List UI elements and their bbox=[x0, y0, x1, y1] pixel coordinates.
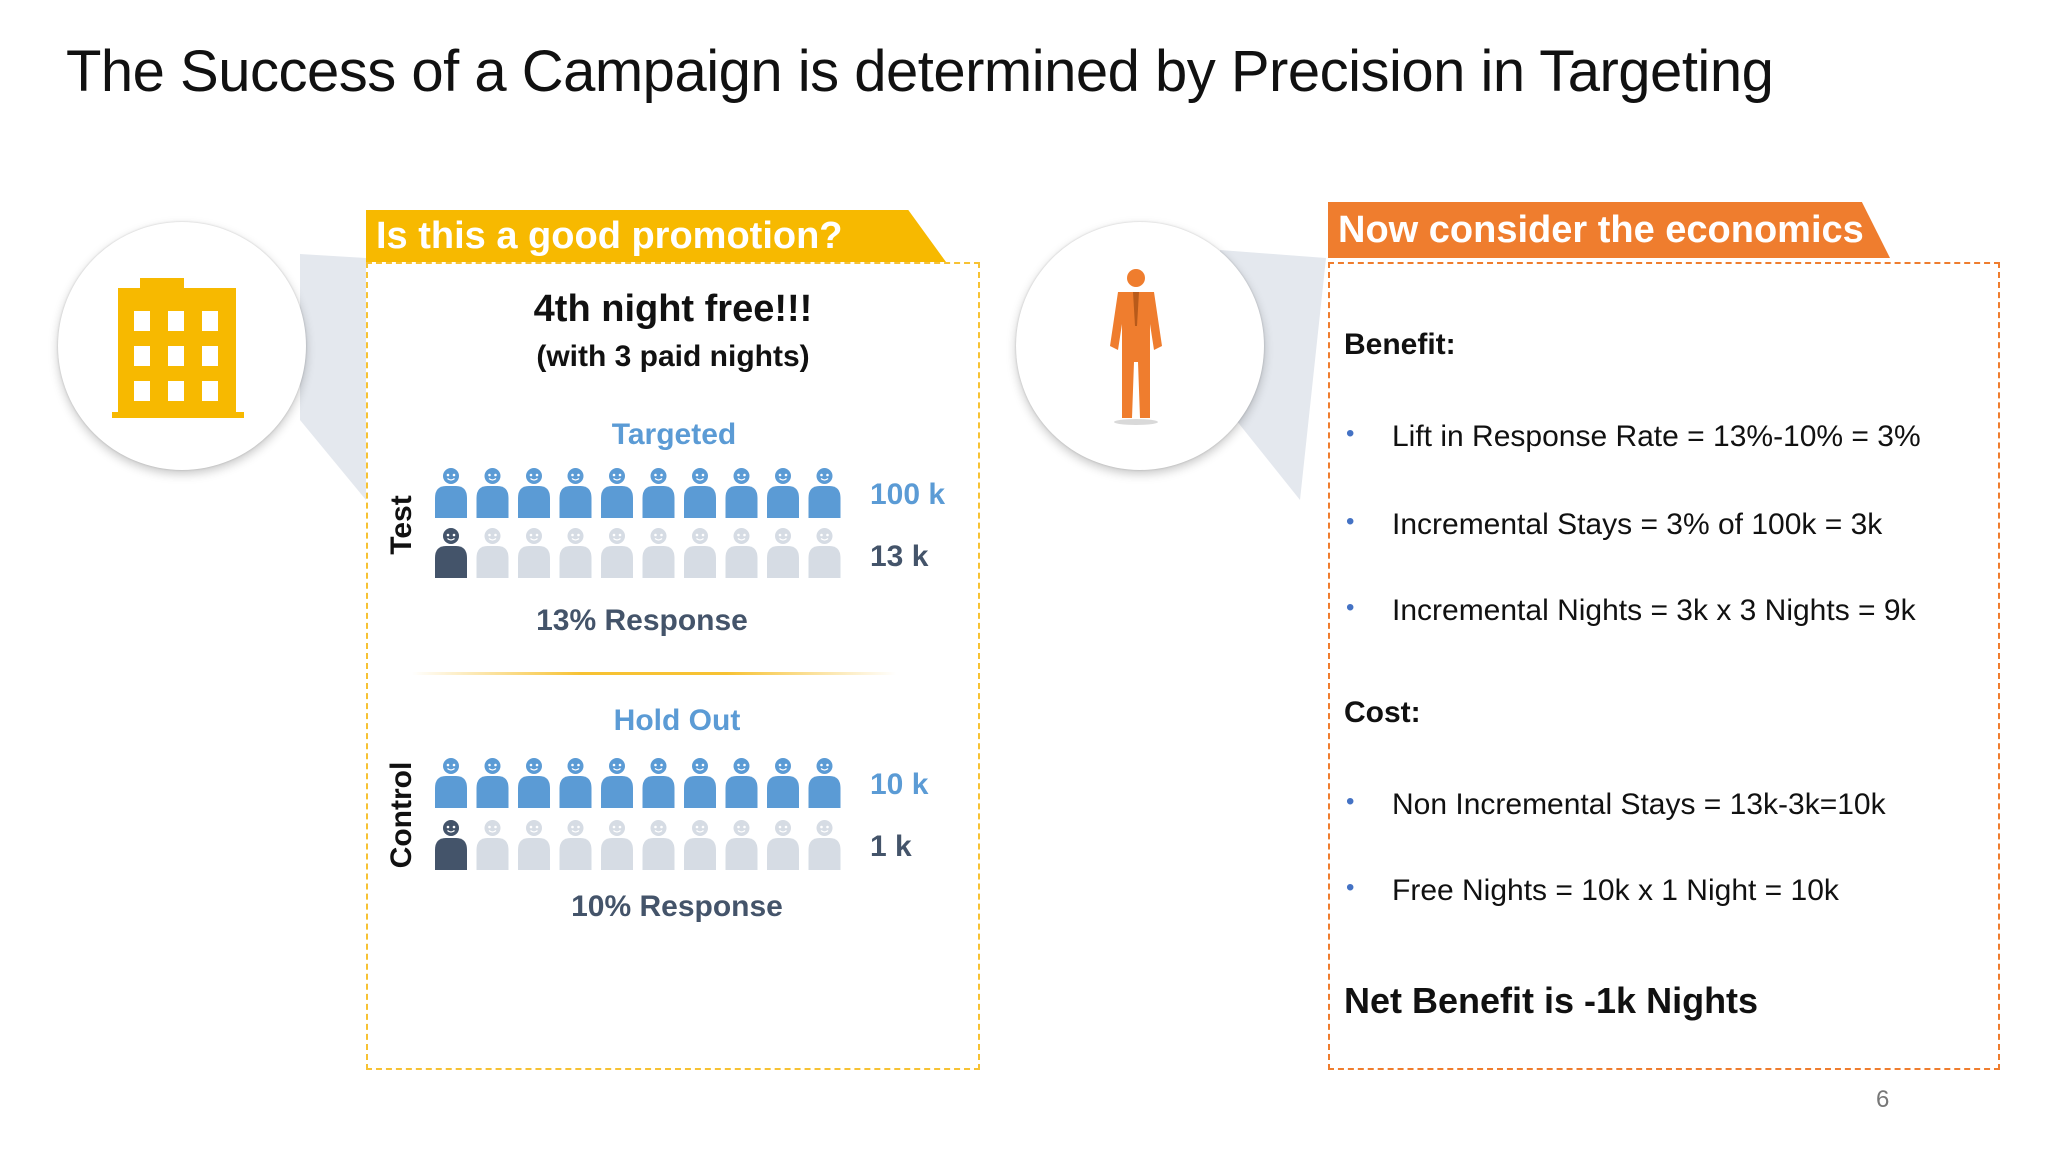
person-icon bbox=[684, 468, 716, 518]
promotion-banner: Is this a good promotion? bbox=[366, 210, 946, 262]
control-response-text: 10% Response bbox=[571, 890, 783, 923]
offer-main-text: 4th night free!!! bbox=[533, 288, 813, 330]
person-icon bbox=[559, 758, 592, 808]
person-icon bbox=[767, 468, 799, 518]
person-icon bbox=[642, 528, 675, 578]
section-divider bbox=[412, 672, 896, 675]
economics-banner: Now consider the economics bbox=[1328, 202, 1890, 258]
bullet-icon: • bbox=[1346, 594, 1355, 621]
person-icon bbox=[601, 758, 633, 808]
person-icon bbox=[601, 820, 633, 870]
control-responder-people bbox=[435, 820, 841, 870]
person-icon bbox=[808, 528, 841, 578]
person-icon bbox=[725, 468, 758, 518]
person-icon bbox=[518, 820, 550, 870]
economics-box bbox=[1328, 262, 2000, 1070]
control-responders-count: 1 k bbox=[870, 830, 912, 863]
person-icon bbox=[725, 758, 758, 808]
person-icon bbox=[476, 528, 509, 578]
person-icon bbox=[435, 758, 467, 808]
cost-heading: Cost: bbox=[1344, 696, 1421, 729]
person-icon bbox=[642, 468, 675, 518]
person-icon bbox=[767, 528, 799, 578]
cost-item: Free Nights = 10k x 1 Night = 10k bbox=[1392, 874, 1839, 907]
cost-item: Non Incremental Stays = 13k-3k=10k bbox=[1392, 788, 1886, 821]
test-targeted-count: 100 k bbox=[870, 478, 946, 511]
bullet-icon: • bbox=[1346, 788, 1355, 815]
person-icon bbox=[518, 468, 550, 518]
benefit-item: Incremental Nights = 3k x 3 Nights = 9k bbox=[1392, 594, 1916, 627]
control-holdout-people bbox=[435, 758, 841, 808]
control-holdout-count: 10 k bbox=[870, 768, 929, 801]
test-responder-people bbox=[435, 528, 841, 578]
person-icon bbox=[559, 528, 592, 578]
slide-title: The Success of a Campaign is determined … bbox=[66, 39, 1774, 104]
person-icon bbox=[725, 820, 758, 870]
responder-person-icon bbox=[435, 820, 467, 870]
person-icon bbox=[808, 820, 841, 870]
bullet-icon: • bbox=[1346, 508, 1355, 535]
test-side-label: Test bbox=[385, 495, 418, 555]
promotion-box bbox=[366, 262, 980, 1070]
person-icon bbox=[518, 758, 550, 808]
person-icon bbox=[725, 528, 758, 578]
person-icon bbox=[684, 758, 716, 808]
test-targeted-people bbox=[435, 468, 841, 518]
person-icon bbox=[559, 820, 592, 870]
businessman-icon bbox=[1110, 269, 1162, 425]
person-icon bbox=[808, 468, 841, 518]
person-icon bbox=[642, 820, 675, 870]
test-responders-count: 13 k bbox=[870, 540, 929, 573]
person-icon bbox=[601, 528, 633, 578]
person-icon bbox=[767, 820, 799, 870]
holdout-label: Hold Out bbox=[613, 704, 741, 737]
net-benefit-text: Net Benefit is -1k Nights bbox=[1344, 980, 1759, 1021]
offer-sub-text: (with 3 paid nights) bbox=[536, 340, 810, 373]
responder-person-icon bbox=[435, 528, 467, 578]
person-icon bbox=[435, 468, 467, 518]
benefit-item: Lift in Response Rate = 13%-10% = 3% bbox=[1392, 420, 1921, 453]
bullet-icon: • bbox=[1346, 874, 1355, 901]
benefit-item: Incremental Stays = 3% of 100k = 3k bbox=[1392, 508, 1883, 541]
targeted-label: Targeted bbox=[611, 418, 737, 451]
page-number: 6 bbox=[1876, 1086, 1890, 1113]
test-response-text: 13% Response bbox=[536, 604, 748, 637]
person-icon bbox=[808, 758, 841, 808]
bullet-icon: • bbox=[1346, 420, 1355, 447]
person-icon bbox=[601, 468, 633, 518]
control-side-label: Control bbox=[385, 761, 418, 869]
person-icon bbox=[476, 820, 509, 870]
hotel-building-icon bbox=[112, 278, 244, 418]
person-icon bbox=[684, 820, 716, 870]
benefit-heading: Benefit: bbox=[1344, 328, 1456, 361]
person-icon bbox=[476, 758, 509, 808]
person-icon bbox=[518, 528, 550, 578]
person-icon bbox=[476, 468, 509, 518]
person-icon bbox=[642, 758, 675, 808]
person-icon bbox=[559, 468, 592, 518]
person-icon bbox=[684, 528, 716, 578]
person-icon bbox=[767, 758, 799, 808]
